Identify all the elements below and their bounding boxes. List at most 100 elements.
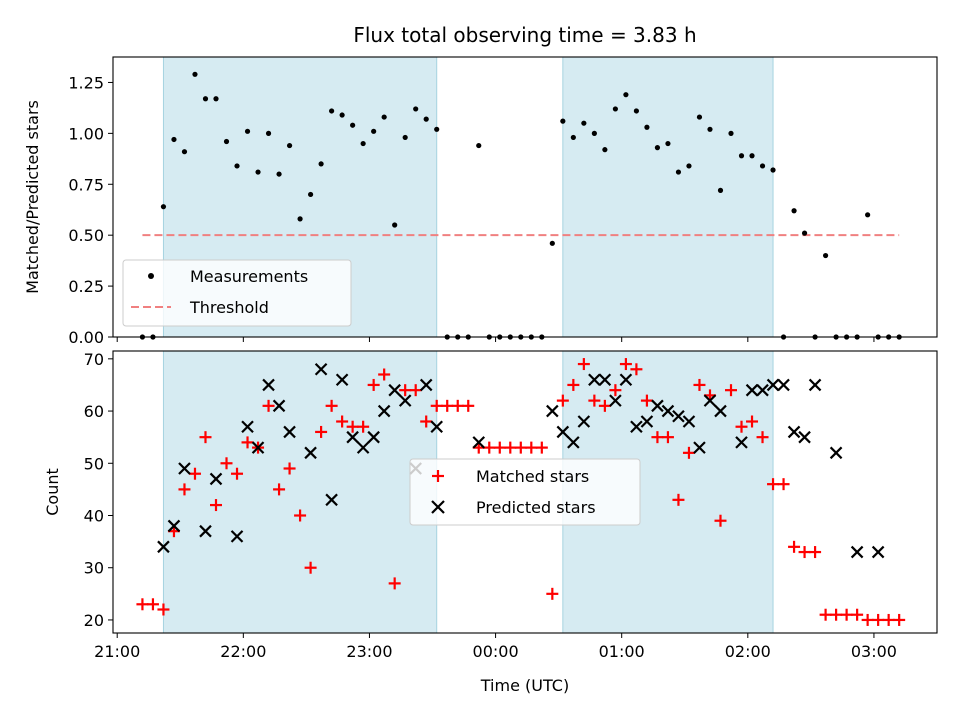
measurement-point: [717, 187, 724, 193]
top-plot: 0.00 0.25 0.50 0.75 1.00 1.25 Matched/Predict…: [23, 56, 938, 347]
matched-star-point: [273, 483, 286, 496]
predicted-star-point: [209, 472, 223, 486]
matched-star-point: [462, 399, 475, 412]
predicted-star-point: [798, 430, 811, 444]
predicted-star-point: [430, 420, 443, 434]
measurement-point: [675, 169, 682, 175]
matched-star-point: [882, 613, 895, 626]
predicted-star-point: [693, 441, 706, 454]
predicted-star-point: [640, 415, 654, 428]
x-tick-label: 23:00: [346, 642, 392, 661]
measurement-point: [654, 145, 661, 151]
matched-star-point: [798, 546, 811, 559]
matched-star-point: [483, 441, 496, 454]
predicted-star-point: [377, 404, 391, 418]
predicted-star-point: [314, 362, 328, 376]
measurement-point: [612, 106, 618, 112]
matched-star-point: [661, 431, 674, 444]
matched-stars-points: [136, 358, 906, 626]
measurement-point: [665, 140, 671, 147]
predicted-star-point: [325, 493, 338, 507]
predicted-star-point: [630, 420, 643, 434]
bottom-x-ticks: 21:00 22:00 23:00 00:00 01:00 02:00 03:00: [94, 633, 897, 661]
matched-star-point: [546, 587, 559, 600]
measurement-point: [202, 96, 209, 102]
bottom-y-axis-label: Count: [43, 468, 62, 516]
measurement-point: [181, 149, 188, 155]
matched-star-point: [640, 394, 653, 407]
matched-star-point: [861, 613, 874, 626]
measurement-point: [738, 153, 745, 159]
chart-title: Flux total observing time = 3.83 h: [353, 23, 696, 47]
y-tick-label: 1.25: [68, 73, 104, 92]
matched-star-point: [304, 561, 317, 574]
top-legend: Measurements Threshold: [122, 259, 352, 327]
y-tick-label: 0.00: [68, 328, 104, 347]
predicted-star-point: [808, 378, 822, 392]
measurement-point: [223, 138, 230, 145]
matched-star-point: [451, 399, 464, 412]
measurement-point: [728, 130, 734, 136]
y-tick-label: 0.50: [68, 226, 104, 245]
matched-star-point: [241, 436, 254, 449]
predicted-star-point: [766, 378, 780, 392]
predicted-star-point: [672, 409, 685, 423]
measurement-point: [623, 92, 629, 98]
matched-star-point: [367, 378, 380, 391]
matched-star-point: [840, 608, 853, 621]
y-tick-label: 0.25: [68, 277, 104, 296]
measurement-point: [423, 116, 429, 122]
measurement-point: [644, 124, 650, 130]
legend-predicted-marker: [431, 500, 445, 514]
predicted-star-point: [262, 378, 275, 392]
predicted-star-point: [556, 425, 570, 439]
measurement-point: [255, 169, 261, 175]
matched-star-point: [830, 608, 843, 621]
matched-star-point: [567, 378, 580, 391]
predicted-star-point: [756, 383, 769, 397]
matched-star-point: [493, 441, 506, 454]
matched-star-point: [756, 431, 769, 444]
predicted-star-point: [619, 373, 633, 387]
measurement-point: [402, 134, 408, 141]
predicted-star-point: [871, 545, 885, 559]
predicted-star-point: [777, 378, 790, 392]
matched-star-point: [399, 384, 412, 397]
matched-star-point: [346, 420, 359, 433]
measurement-point: [297, 216, 303, 222]
predicted-star-point: [609, 394, 622, 407]
measurement-point: [707, 126, 713, 132]
x-tick-label: 02:00: [725, 642, 771, 661]
y-tick-label: 20: [84, 611, 104, 630]
legend-measurements-label: Measurements: [190, 267, 308, 286]
matched-star-point: [262, 399, 275, 412]
matched-star-point: [630, 363, 643, 376]
x-tick-label: 03:00: [851, 642, 897, 661]
x-tick-label: 22:00: [220, 642, 266, 661]
measurement-point: [234, 163, 240, 169]
matched-star-point: [315, 425, 328, 438]
matched-star-point: [693, 378, 706, 391]
matched-star-point: [388, 577, 401, 590]
measurement-point: [791, 208, 797, 214]
matched-star-point: [283, 462, 296, 475]
measurement-point: [570, 134, 576, 141]
predicted-star-point: [598, 373, 612, 387]
predicted-star-point: [388, 383, 401, 397]
matched-star-point: [735, 420, 748, 433]
predicted-star-point: [251, 441, 265, 454]
matched-star-point: [609, 384, 622, 397]
predicted-star-point: [178, 462, 191, 475]
top-axes-frame: [112, 56, 938, 338]
matched-star-point: [430, 399, 443, 412]
matched-star-point: [788, 540, 801, 553]
predicted-star-point: [651, 399, 664, 413]
predicted-star-point: [356, 441, 370, 454]
predicted-star-point: [682, 415, 696, 428]
measurement-point: [371, 128, 377, 134]
predicted-star-point: [472, 436, 486, 449]
measurement-point: [696, 114, 703, 120]
predicted-star-point: [567, 436, 580, 449]
matched-star-point: [525, 441, 538, 454]
